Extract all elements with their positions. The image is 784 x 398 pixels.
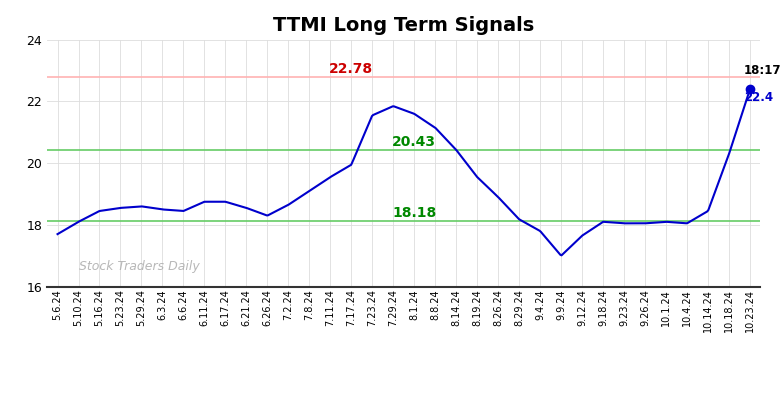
Text: 22.78: 22.78 — [329, 62, 373, 76]
Text: Stock Traders Daily: Stock Traders Daily — [78, 259, 199, 273]
Text: 22.4: 22.4 — [744, 91, 773, 104]
Text: 18:17: 18:17 — [744, 64, 781, 78]
Text: 18.18: 18.18 — [392, 207, 437, 220]
Title: TTMI Long Term Signals: TTMI Long Term Signals — [273, 16, 535, 35]
Text: 20.43: 20.43 — [392, 135, 436, 149]
